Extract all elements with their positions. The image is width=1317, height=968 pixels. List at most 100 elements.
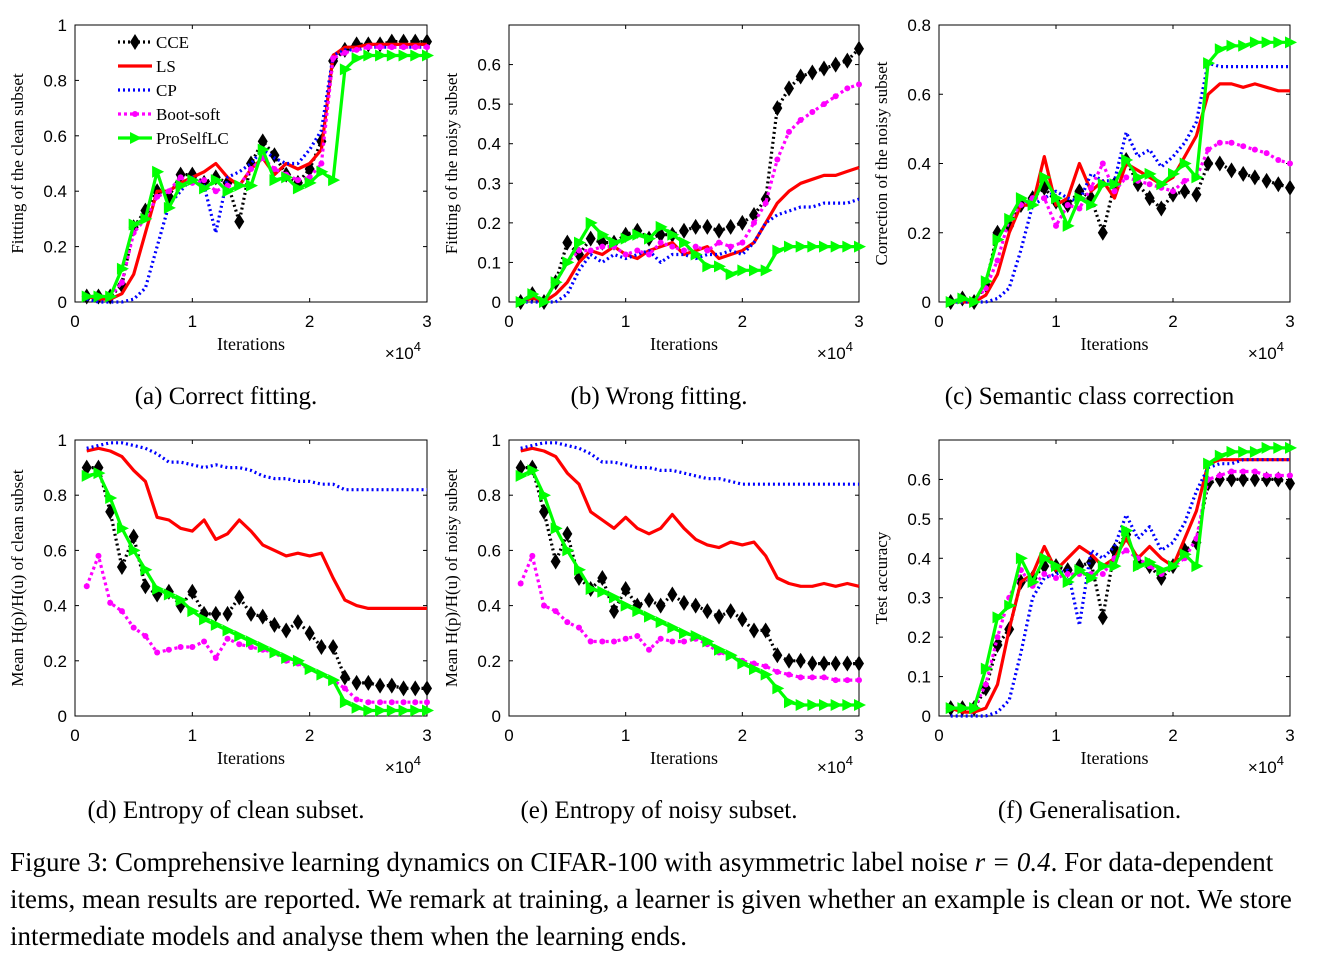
data-point-proselflc [1273, 36, 1286, 49]
data-point-proselflc [1273, 441, 1286, 454]
data-point-boot-soft [1228, 139, 1235, 146]
data-point-boot-soft [634, 632, 641, 639]
data-point-proselflc [1156, 564, 1169, 577]
data-point-cce [550, 553, 561, 570]
data-point-proselflc [945, 296, 958, 308]
data-point-proselflc [234, 179, 247, 192]
x-tick-label: 3 [854, 312, 863, 331]
data-point-proselflc [632, 605, 645, 618]
data-point-proselflc [116, 262, 129, 275]
data-point-proselflc [819, 240, 831, 253]
x-tick-label: 1 [621, 726, 630, 745]
data-point-proselflc [749, 264, 761, 277]
data-point-proselflc [1004, 599, 1017, 612]
legend-label-boot-soft: Boot-soft [156, 105, 221, 124]
data-point-proselflc [992, 233, 1005, 246]
figure-caption: Figure 3: Comprehensive learning dynamic… [10, 844, 1310, 955]
subcaption: (c) Semantic class correction [945, 383, 1235, 410]
data-point-boot-soft [704, 247, 711, 254]
y-tick-label: 0.4 [907, 549, 931, 568]
data-point-proselflc [152, 165, 165, 178]
data-point-proselflc [422, 704, 434, 717]
y-tick-label: 0.8 [43, 71, 67, 90]
data-point-boot-soft [646, 646, 652, 653]
data-point-boot-soft [341, 685, 348, 692]
data-point-proselflc [410, 49, 423, 62]
x-tick-label: 0 [504, 312, 513, 331]
data-point-boot-soft [669, 243, 676, 250]
data-point-boot-soft [118, 279, 125, 286]
data-point-proselflc [375, 704, 388, 717]
data-point-boot-soft [1275, 472, 1282, 479]
data-point-proselflc [772, 244, 785, 257]
data-point-boot-soft [844, 677, 851, 684]
axes-box [74, 24, 428, 303]
data-point-boot-soft [83, 583, 90, 590]
data-point-boot-soft [318, 160, 325, 167]
data-point-boot-soft [1228, 468, 1235, 475]
series-line-cce [950, 477, 1291, 710]
y-tick-label: 0.6 [43, 127, 67, 146]
data-point-boot-soft [821, 101, 827, 108]
data-point-proselflc [1074, 564, 1087, 577]
series-proselflc [945, 36, 1297, 308]
data-point-boot-soft [856, 677, 862, 684]
data-point-proselflc [539, 296, 551, 308]
data-point-boot-soft [797, 674, 804, 681]
data-point-boot-soft [424, 699, 430, 706]
data-point-proselflc [585, 216, 598, 229]
series-line-cp [520, 197, 860, 304]
data-point-boot-soft [669, 638, 676, 645]
series-line-ls [520, 446, 860, 588]
data-point-proselflc [749, 663, 761, 676]
data-point-proselflc [1285, 36, 1297, 49]
x-axis-label: Iterations [217, 748, 285, 768]
data-point-proselflc [562, 256, 575, 269]
caption-label: Figure 3: [10, 847, 109, 877]
y-tick-label: 0 [492, 707, 501, 726]
x-tick-label: 2 [738, 726, 747, 745]
data-point-boot-soft [165, 646, 172, 653]
data-point-boot-soft [786, 128, 792, 135]
y-tick-label: 0 [922, 707, 931, 726]
data-point-proselflc [1062, 219, 1075, 232]
data-point-proselflc [807, 698, 820, 711]
data-point-proselflc [410, 704, 423, 717]
data-point-cce [690, 218, 701, 235]
data-point-proselflc [105, 290, 118, 303]
data-point-cce [292, 614, 303, 631]
data-point-cce [854, 655, 864, 672]
data-point-boot-soft [809, 674, 816, 681]
data-point-proselflc [81, 469, 94, 482]
chart-c: 0 0.2 0.4 0.6 0.8 0 1 2 3 Iterations ×104 Correctio… [872, 16, 1297, 410]
data-point-proselflc [269, 646, 282, 659]
caption-text-2: . For data-dependent items, mean results… [10, 847, 1292, 951]
data-point-cce [725, 603, 736, 620]
data-point-proselflc [550, 276, 563, 289]
y-tick-label: 0.8 [907, 16, 931, 35]
data-point-boot-soft [1099, 160, 1106, 167]
data-point-boot-soft [1053, 575, 1059, 581]
data-point-proselflc [842, 698, 855, 711]
data-point-proselflc [398, 704, 411, 717]
x-tick-label: 0 [504, 726, 513, 745]
data-point-proselflc [1261, 441, 1274, 454]
y-tick-label: 0.4 [43, 182, 67, 201]
data-point-proselflc [1238, 39, 1251, 52]
data-point-proselflc [1168, 167, 1180, 180]
data-point-boot-soft [762, 200, 769, 207]
data-point-boot-soft [751, 219, 757, 226]
data-point-proselflc [398, 49, 411, 62]
data-point-cce [737, 214, 748, 231]
data-point-cce [422, 680, 432, 697]
data-point-proselflc [702, 260, 715, 273]
data-point-cce [539, 503, 549, 520]
data-point-proselflc [527, 288, 540, 301]
x-axis-label: Iterations [650, 334, 718, 354]
y-tick-label: 0.8 [43, 486, 67, 505]
data-point-proselflc [386, 704, 399, 717]
legend-item-proselflc: ProSelfLC [118, 129, 229, 148]
y-tick-label: 0.4 [477, 135, 501, 154]
series-line-boot-soft [519, 82, 860, 304]
data-point-proselflc [620, 232, 633, 245]
